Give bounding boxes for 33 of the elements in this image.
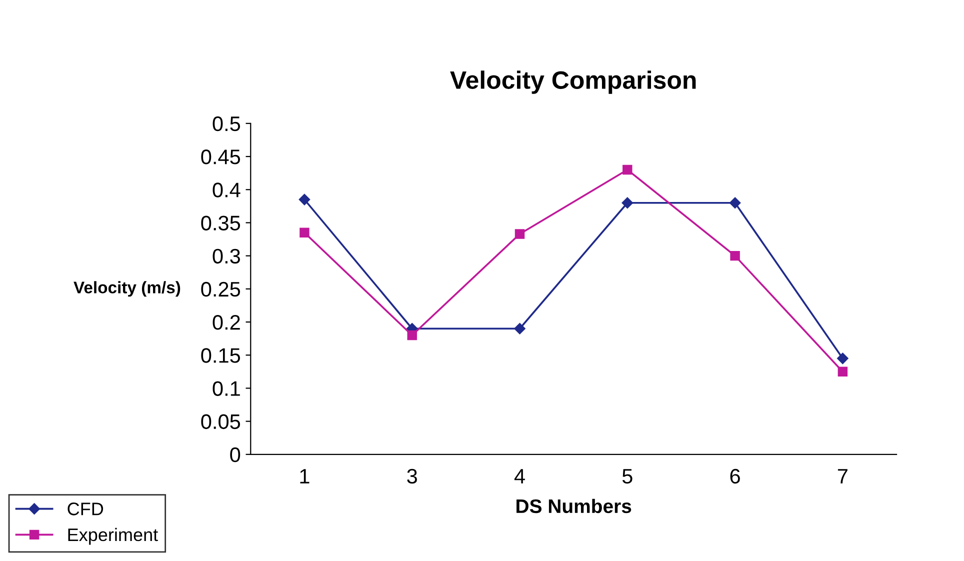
point <box>300 228 310 238</box>
point <box>407 330 417 340</box>
x-tick-label: 7 <box>838 469 848 484</box>
point <box>514 323 526 334</box>
y-tick-label: 0.2 <box>212 315 240 330</box>
x-tick-label: 3 <box>407 468 417 484</box>
x-tick-label: 5 <box>622 469 632 484</box>
y-tick-label: 0.3 <box>212 248 240 264</box>
y-tick-label: 0.1 <box>212 381 240 396</box>
y-tick-label: 0.25 <box>201 282 240 297</box>
point <box>298 194 310 206</box>
y-tick-label: 0.5 <box>212 116 240 132</box>
point <box>729 197 741 208</box>
chart-title: Velocity Comparison <box>450 70 696 94</box>
point <box>730 250 740 261</box>
y-axis-title: Velocity (m/s) <box>74 281 180 297</box>
x-tick-label: 6 <box>730 468 740 484</box>
y-tick-label: 0.35 <box>201 216 240 230</box>
point <box>514 229 525 239</box>
y-tick-label: 0.15 <box>201 348 240 363</box>
legend-label: Experiment <box>68 528 158 545</box>
point <box>838 366 848 377</box>
point <box>622 164 632 175</box>
y-tick-label: 0.45 <box>201 150 240 164</box>
legend-label: CFD <box>68 502 104 516</box>
y-tick-label: 0 <box>230 447 240 462</box>
point <box>622 197 634 208</box>
y-tick-label: 0.05 <box>201 414 240 430</box>
x-tick-label: 1 <box>300 469 310 484</box>
point <box>837 352 848 364</box>
y-tick-label: 0.4 <box>212 182 240 198</box>
x-tick-label: 4 <box>514 469 525 484</box>
x-axis-title: DS Numbers <box>516 498 632 514</box>
